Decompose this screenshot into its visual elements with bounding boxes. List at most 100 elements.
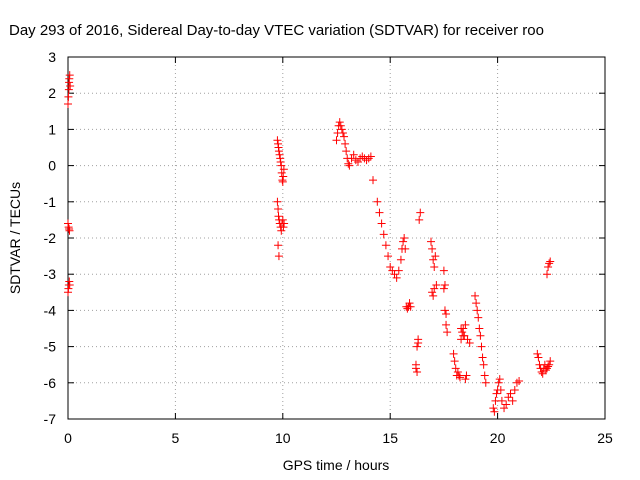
axis-ticks <box>67 56 606 420</box>
data-point <box>489 404 498 413</box>
data-point <box>481 378 490 387</box>
data-point <box>462 371 471 380</box>
data-point <box>538 369 547 378</box>
y-tick-label: -2 <box>44 230 57 246</box>
data-point <box>278 215 287 224</box>
data-point <box>373 197 382 206</box>
data-point <box>544 262 553 271</box>
data-point <box>277 168 286 177</box>
data-point <box>64 100 72 109</box>
data-point <box>471 291 480 300</box>
y-tick-label: -5 <box>44 339 57 355</box>
data-point <box>377 219 386 228</box>
data-point <box>492 389 501 398</box>
data-point <box>65 226 74 235</box>
data-point <box>390 270 399 279</box>
data-point <box>439 284 448 293</box>
data-point <box>274 205 283 214</box>
data-point <box>274 147 283 156</box>
data-point <box>545 259 554 268</box>
data-point <box>479 360 488 369</box>
data-point <box>403 304 412 313</box>
data-point <box>440 281 449 290</box>
data-point <box>64 92 73 101</box>
x-axis-title: GPS time / hours <box>283 457 390 473</box>
data-point <box>332 136 341 145</box>
x-tick-label: 10 <box>275 430 291 446</box>
data-point <box>337 125 346 134</box>
data-point <box>274 241 283 250</box>
data-point <box>457 324 466 333</box>
data-point <box>515 376 524 385</box>
data-point <box>495 375 504 384</box>
grid-lines <box>68 57 605 419</box>
y-tick-label: 2 <box>48 85 56 101</box>
data-point <box>428 288 437 297</box>
data-point <box>406 302 415 311</box>
data-point <box>490 407 499 416</box>
data-point <box>342 147 351 156</box>
data-point <box>65 71 74 80</box>
data-point <box>277 226 286 235</box>
data-point <box>416 208 425 217</box>
data-point <box>442 320 451 329</box>
data-point <box>510 386 519 395</box>
data-point <box>396 255 405 264</box>
data-point <box>506 389 515 398</box>
data-point <box>280 219 289 228</box>
data-point <box>386 262 395 271</box>
x-tick-label: 5 <box>172 430 180 446</box>
data-point <box>274 252 283 261</box>
data-point <box>411 360 420 369</box>
data-point <box>66 81 75 90</box>
data-point <box>440 306 449 315</box>
data-point <box>461 320 470 329</box>
data-point <box>275 150 284 159</box>
data-point <box>353 157 362 166</box>
data-point <box>401 244 410 253</box>
y-tick-label: 0 <box>48 158 56 174</box>
data-point <box>512 378 521 387</box>
data-point <box>379 230 388 239</box>
data-point <box>369 176 378 185</box>
x-tick-labels: 0 5 10 15 20 25 <box>64 430 613 446</box>
data-point <box>413 342 422 351</box>
chart-title: Day 293 of 2016, Sidereal Day-to-day VTE… <box>9 22 544 39</box>
data-point <box>338 129 347 138</box>
data-point <box>463 335 472 344</box>
data-point <box>541 366 550 375</box>
data-point <box>362 156 371 165</box>
data-points <box>64 71 555 416</box>
data-point <box>508 396 517 405</box>
data-point <box>430 262 439 271</box>
data-point <box>400 234 409 242</box>
y-tick-label: -1 <box>44 194 57 210</box>
data-point <box>494 378 503 387</box>
data-point <box>279 172 288 181</box>
data-point <box>384 252 393 261</box>
data-point <box>543 270 552 279</box>
y-tick-label: -6 <box>44 375 57 391</box>
data-point <box>279 223 288 232</box>
data-point <box>442 310 451 319</box>
data-point <box>351 156 360 165</box>
y-tick-labels: -7 -6 -5 -4 -3 -2 -1 0 1 2 3 <box>44 49 57 427</box>
data-point <box>335 118 344 127</box>
data-point <box>340 132 349 141</box>
data-point <box>477 342 486 351</box>
data-point <box>472 299 481 308</box>
data-point <box>504 393 513 402</box>
data-point <box>456 373 465 382</box>
data-point <box>375 208 384 217</box>
data-point <box>274 212 283 221</box>
data-point <box>451 364 460 373</box>
data-point <box>279 165 288 174</box>
data-point <box>474 313 483 322</box>
data-point <box>427 237 436 246</box>
data-point <box>366 152 375 161</box>
data-point <box>381 241 390 250</box>
data-point <box>478 353 487 362</box>
data-point <box>497 396 506 405</box>
data-point <box>459 331 468 340</box>
